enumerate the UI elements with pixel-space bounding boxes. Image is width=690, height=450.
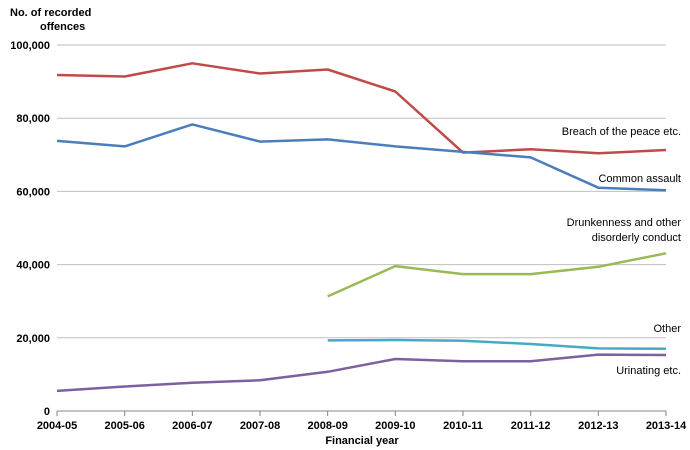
series-line-other [327,338,667,351]
series-label: Breach of the peace etc. [562,126,681,138]
series-lines [56,62,667,393]
series-labels: Breach of the peace etc. Common assault Dr… [562,126,682,377]
x-tick-label: 2008-09 [307,420,347,432]
x-tick-label: 2004-05 [37,420,77,432]
series-label: Other [653,323,681,335]
y-tick-label: 40,000 [16,260,50,272]
gridlines [57,44,666,339]
x-tick-label: 2013-14 [646,420,687,432]
x-axis-title: Financial year [325,435,399,447]
series-label: disorderly conduct [592,232,681,244]
x-tick-label: 2006-07 [172,420,212,432]
x-tick-label: 2010-11 [443,420,483,432]
y-tick-label: 100,000 [10,40,50,52]
x-tick-label: 2012-13 [578,420,618,432]
x-tick-label: 2005-06 [104,420,144,432]
y-tick-label: 80,000 [16,113,50,125]
series-label: Common assault [598,173,681,185]
y-tick-label: 60,000 [16,186,50,198]
x-tick-label: 2007-08 [240,420,280,432]
series-label: Drunkenness and other [567,217,682,229]
y-tick-label: 0 [44,406,50,418]
x-tick-label: 2009-10 [375,420,415,432]
series-label: Urinating etc. [616,365,681,377]
x-tick-label: 2011-12 [511,420,551,432]
y-tick-label: 20,000 [16,333,50,345]
series-line-common-assault [56,123,667,192]
y-axis-title-line-2: offences [40,21,85,33]
series-line-drunkenness-and-other-disorderly-conduct [327,252,667,298]
series-line-urinating-etc [56,353,667,393]
y-axis-title-line-1: No. of recorded [10,7,91,19]
series-line-breach-of-the-peace-etc [56,62,667,155]
y-axis-ticks: 0 20,000 40,000 60,000 80,000 100,000 [10,40,50,418]
x-axis-ticks: 2004-05 2005-06 2006-07 2007-08 2008-09 2009-… [37,411,687,432]
